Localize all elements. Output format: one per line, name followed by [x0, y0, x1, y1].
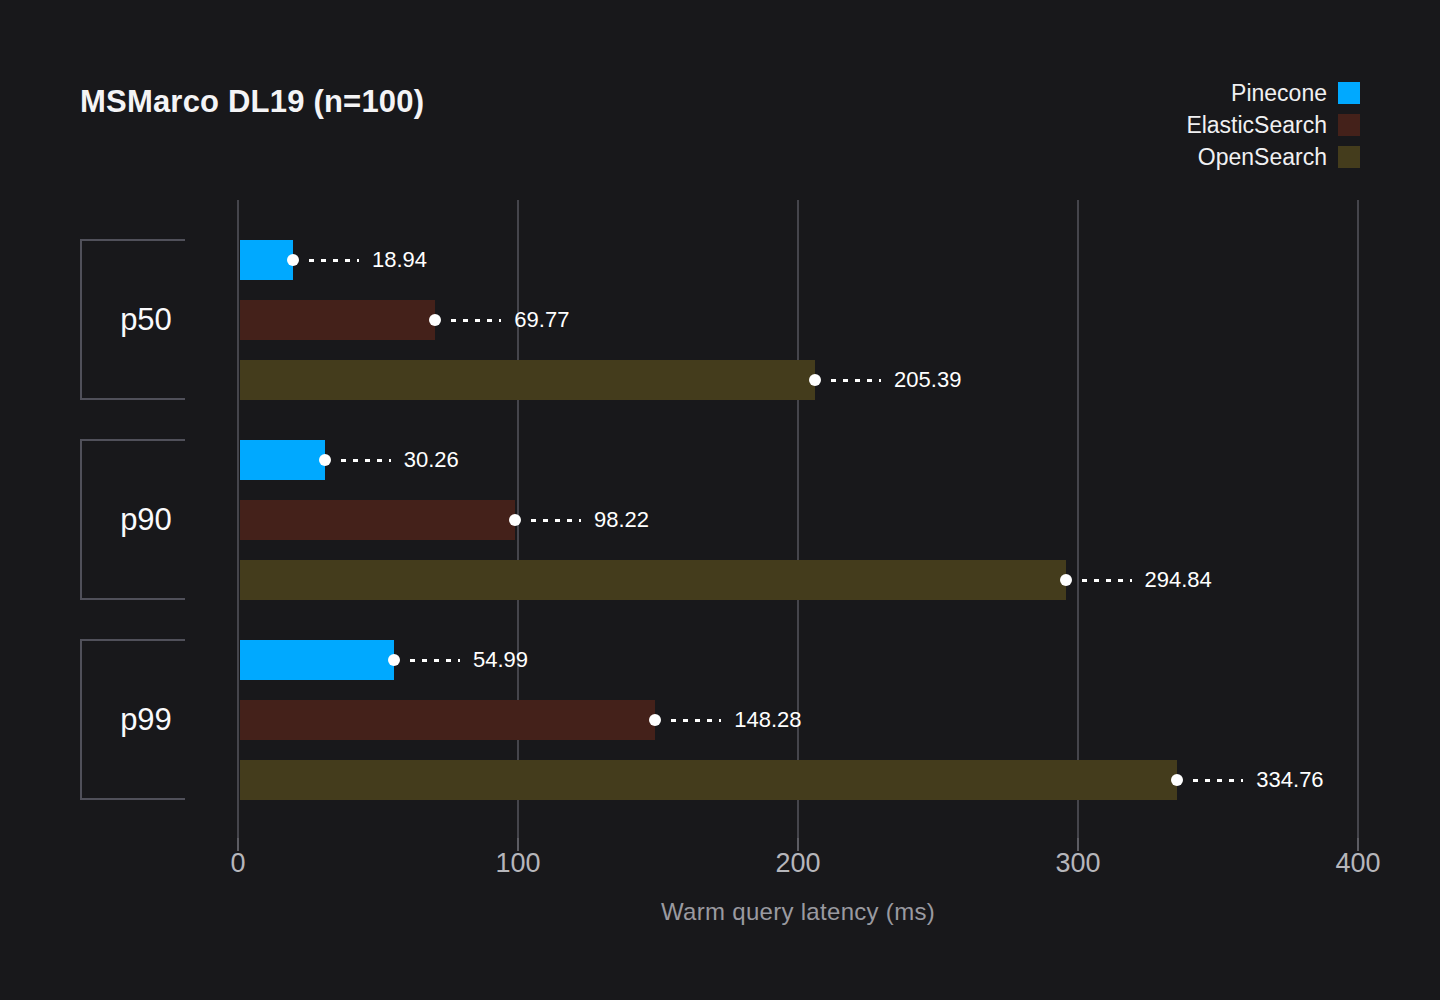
bar-value-label: 30.26 — [404, 447, 459, 473]
bar — [240, 700, 655, 740]
value-callout: 69.77 — [435, 300, 569, 340]
group-label: p90 — [120, 502, 172, 538]
x-tick-label: 300 — [1055, 848, 1100, 879]
value-dot — [319, 454, 331, 466]
value-callout: 54.99 — [394, 640, 528, 680]
value-dash-line — [309, 259, 359, 262]
bar-value-label: 98.22 — [594, 507, 649, 533]
bar — [240, 300, 435, 340]
value-dash-line — [451, 319, 501, 322]
value-dot — [388, 654, 400, 666]
x-tick-label: 200 — [775, 848, 820, 879]
value-dot — [287, 254, 299, 266]
bar-value-label: 334.76 — [1256, 767, 1323, 793]
value-dash-line — [671, 719, 721, 722]
value-dot — [809, 374, 821, 386]
gridline — [1357, 200, 1359, 838]
value-dash-line — [410, 659, 460, 662]
bar-value-label: 294.84 — [1145, 567, 1212, 593]
value-callout: 98.22 — [515, 500, 649, 540]
bar-value-label: 69.77 — [514, 307, 569, 333]
gridline — [1077, 200, 1079, 838]
value-dash-line — [531, 519, 581, 522]
gridline — [237, 200, 239, 838]
bar — [240, 560, 1066, 600]
value-dash-line — [1082, 579, 1132, 582]
bar — [240, 500, 515, 540]
x-axis-label: Warm query latency (ms) — [661, 898, 935, 926]
bar-value-label: 54.99 — [473, 647, 528, 673]
value-callout: 18.94 — [293, 240, 427, 280]
chart-canvas: MSMarco DL19 (n=100) PineconeElasticSear… — [0, 0, 1440, 1000]
value-dot — [1171, 774, 1183, 786]
group-label: p50 — [120, 302, 172, 338]
x-tick-label: 100 — [495, 848, 540, 879]
bar-value-label: 18.94 — [372, 247, 427, 273]
bar — [240, 640, 394, 680]
value-callout: 30.26 — [325, 440, 459, 480]
value-dot — [649, 714, 661, 726]
value-dash-line — [341, 459, 391, 462]
bar — [240, 440, 325, 480]
value-callout: 294.84 — [1066, 560, 1212, 600]
value-callout: 334.76 — [1177, 760, 1323, 800]
gridline — [797, 200, 799, 838]
plot-area: 0 100 200 300 400 p50 18.94 69.77 205.39 p90 30.26… — [0, 0, 1440, 1000]
value-dot — [1060, 574, 1072, 586]
value-dash-line — [831, 379, 881, 382]
bar — [240, 760, 1177, 800]
value-dash-line — [1193, 779, 1243, 782]
x-tick-label: 400 — [1335, 848, 1380, 879]
value-dot — [509, 514, 521, 526]
bar — [240, 240, 293, 280]
value-callout: 148.28 — [655, 700, 801, 740]
bar-value-label: 148.28 — [734, 707, 801, 733]
bar — [240, 360, 815, 400]
value-callout: 205.39 — [815, 360, 961, 400]
value-dot — [429, 314, 441, 326]
group-label: p99 — [120, 702, 172, 738]
x-tick-label: 0 — [230, 848, 245, 879]
bar-value-label: 205.39 — [894, 367, 961, 393]
